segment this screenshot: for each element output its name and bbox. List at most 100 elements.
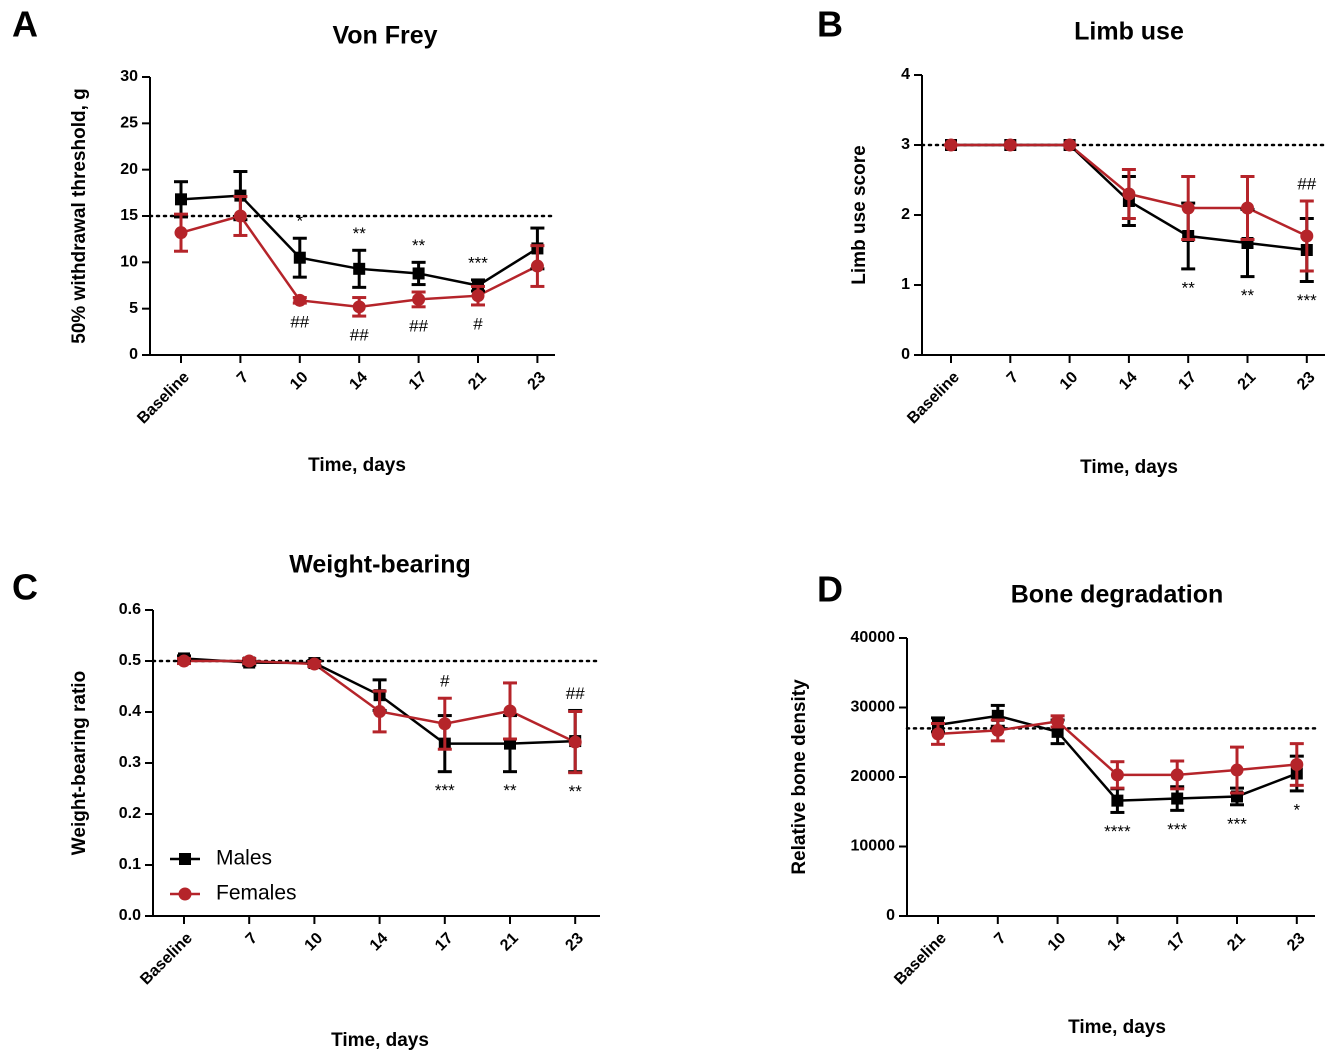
y-axis-label: Limb use score (849, 145, 870, 284)
y-tick-label: 20 (120, 161, 138, 178)
x-tick-label: 14 (1116, 369, 1141, 394)
x-axis-label: Time, days (1080, 457, 1178, 478)
x-tick-label: 17 (1164, 930, 1189, 955)
marker (1051, 725, 1064, 738)
marker (412, 267, 425, 280)
y-tick-label: 0.1 (119, 856, 141, 873)
significance: ** (503, 781, 517, 800)
y-tick-label: 15 (120, 207, 138, 224)
x-tick-label: 14 (367, 930, 392, 955)
marker (438, 717, 452, 731)
x-tick-label: 23 (1294, 369, 1319, 394)
significance: *** (435, 781, 455, 800)
chart-title: Weight-bearing (289, 551, 470, 579)
y-tick-label: 40000 (851, 629, 896, 646)
marker (175, 193, 187, 206)
significance: ** (569, 782, 583, 801)
y-tick-label: 25 (120, 115, 138, 132)
x-axis-label: Time, days (308, 455, 406, 476)
marker (293, 251, 306, 264)
marker (307, 657, 321, 671)
significance: **** (1104, 822, 1131, 841)
marker (174, 226, 188, 240)
y-tick-label: 0.3 (119, 754, 141, 771)
x-tick-label: 10 (287, 369, 312, 394)
x-tick-label: 21 (497, 930, 522, 955)
panel: D Bone degradation Relative bone density Ti… (789, 569, 1317, 1038)
marker (1290, 757, 1304, 771)
y-axis-label: 50% withdrawal threshold, g (69, 88, 90, 344)
marker (1241, 201, 1254, 215)
x-tick-label: 21 (1224, 930, 1249, 955)
marker (1111, 794, 1124, 807)
x-tick-label: 23 (1284, 930, 1309, 955)
y-tick-label: 0 (886, 907, 895, 924)
y-tick-label: 3 (901, 136, 910, 153)
y-tick-label: 0.4 (119, 703, 141, 720)
x-tick-label: Baseline (904, 369, 963, 428)
x-tick-label: 7 (991, 930, 1009, 948)
y-axis-label: Relative bone density (789, 679, 810, 875)
y-tick-label: 5 (129, 300, 138, 317)
marker (1122, 187, 1136, 201)
y-tick-label: 30 (120, 68, 138, 85)
marker (568, 735, 582, 749)
marker (412, 292, 426, 306)
chart-title: Von Frey (332, 22, 437, 50)
x-axis-label: Time, days (1068, 1017, 1166, 1038)
x-tick-label: Baseline (137, 930, 196, 989)
marker (353, 262, 366, 275)
panel-label: D (817, 569, 843, 610)
marker (1181, 201, 1195, 215)
y-tick-label: 20000 (851, 768, 896, 785)
marker (242, 654, 256, 668)
x-tick-label: 7 (243, 930, 261, 948)
marker (931, 727, 945, 741)
y-tick-label: 30000 (851, 699, 896, 716)
marker (503, 704, 517, 718)
significance: *** (1167, 820, 1187, 839)
y-tick-label: 0 (901, 346, 910, 363)
significance: ## (1297, 174, 1316, 193)
marker (1110, 768, 1124, 782)
x-tick-label: 10 (1057, 369, 1082, 394)
x-tick-label: 10 (302, 930, 327, 955)
legend-label: Females (216, 882, 297, 905)
significance: ## (566, 684, 585, 703)
marker (373, 704, 387, 718)
y-tick-label: 0.0 (119, 907, 141, 924)
marker (530, 259, 544, 273)
x-tick-label: Baseline (134, 369, 193, 428)
x-tick-label: 21 (465, 369, 490, 394)
x-tick-label: 17 (406, 369, 431, 394)
x-tick-label: 14 (1105, 930, 1130, 955)
chart-title: Limb use (1074, 18, 1184, 46)
y-tick-label: 0.5 (119, 652, 141, 669)
legend-marker (179, 853, 191, 865)
marker (1051, 714, 1065, 728)
x-tick-label: 17 (432, 930, 457, 955)
y-tick-label: 0.6 (119, 601, 141, 618)
panel-label: A (12, 4, 38, 45)
significance: *** (1227, 814, 1247, 833)
significance: ** (412, 236, 426, 255)
x-tick-label: 23 (525, 369, 550, 394)
significance: ## (350, 326, 369, 345)
x-tick-label: 23 (562, 930, 587, 955)
x-tick-label: 14 (346, 369, 371, 394)
significance: * (296, 212, 303, 231)
y-tick-label: 1 (901, 276, 910, 293)
significance: ** (1182, 278, 1196, 297)
significance: # (473, 314, 483, 333)
y-tick-label: 4 (901, 66, 910, 83)
significance: ## (409, 316, 428, 335)
significance: * (1293, 800, 1300, 819)
marker (352, 300, 366, 314)
chart-title: Bone degradation (1011, 581, 1224, 609)
panel-label: C (12, 567, 38, 608)
marker (1300, 229, 1314, 243)
x-axis-label: Time, days (331, 1030, 429, 1051)
significance: ** (353, 224, 367, 243)
